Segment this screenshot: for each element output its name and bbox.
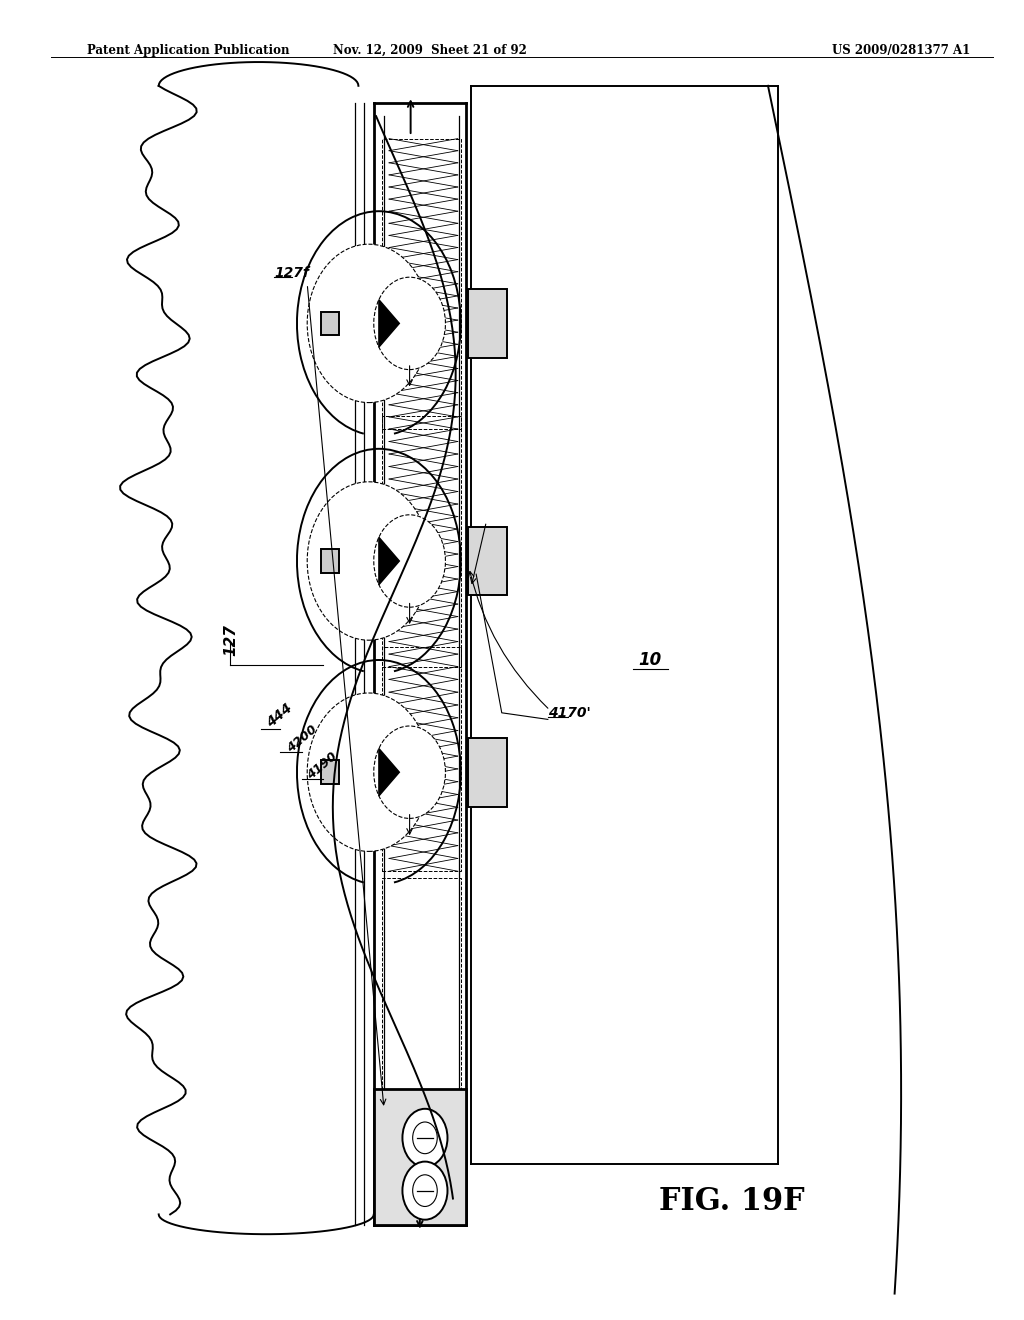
Circle shape bbox=[374, 726, 445, 818]
Text: 4200: 4200 bbox=[285, 723, 319, 755]
Circle shape bbox=[402, 1109, 447, 1167]
Circle shape bbox=[374, 277, 445, 370]
Polygon shape bbox=[374, 103, 466, 1225]
Text: 4190: 4190 bbox=[305, 750, 340, 781]
Circle shape bbox=[402, 1162, 447, 1220]
Text: Nov. 12, 2009  Sheet 21 of 92: Nov. 12, 2009 Sheet 21 of 92 bbox=[333, 44, 527, 57]
Bar bbox=[382, 416, 461, 667]
Bar bbox=[321, 312, 339, 335]
Circle shape bbox=[374, 515, 445, 607]
Text: Patent Application Publication: Patent Application Publication bbox=[87, 44, 290, 57]
Polygon shape bbox=[379, 537, 399, 585]
Circle shape bbox=[307, 693, 430, 851]
Text: US 2009/0281377 A1: US 2009/0281377 A1 bbox=[831, 44, 971, 57]
Bar bbox=[468, 738, 507, 807]
Bar bbox=[374, 1089, 466, 1225]
Circle shape bbox=[307, 244, 430, 403]
Circle shape bbox=[307, 482, 430, 640]
Polygon shape bbox=[471, 86, 778, 1164]
Text: 127f: 127f bbox=[274, 267, 309, 280]
Text: 127: 127 bbox=[223, 624, 238, 656]
Bar bbox=[321, 760, 339, 784]
Circle shape bbox=[413, 1175, 437, 1206]
Bar bbox=[382, 878, 461, 1089]
Polygon shape bbox=[379, 748, 399, 796]
Text: 10: 10 bbox=[639, 651, 662, 669]
Circle shape bbox=[413, 1122, 437, 1154]
Polygon shape bbox=[379, 300, 399, 347]
Text: 444: 444 bbox=[264, 701, 295, 730]
Bar bbox=[382, 139, 461, 429]
Text: 4170': 4170' bbox=[548, 706, 591, 719]
Bar bbox=[468, 527, 507, 595]
Bar bbox=[468, 289, 507, 358]
Bar bbox=[321, 549, 339, 573]
Bar bbox=[382, 647, 461, 871]
Text: FIG. 19F: FIG. 19F bbox=[659, 1185, 805, 1217]
